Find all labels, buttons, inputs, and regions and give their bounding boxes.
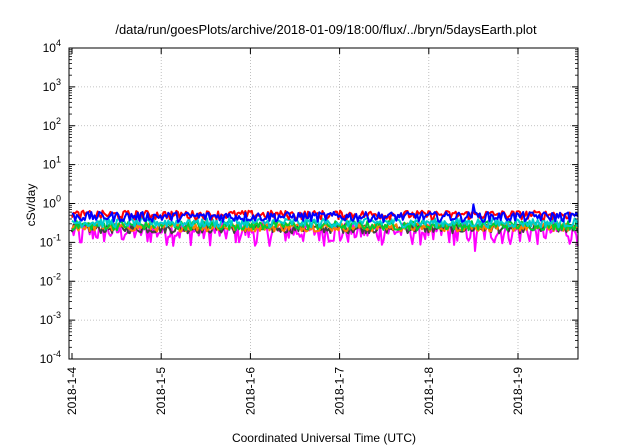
- x-tick-label: 2018-1-5: [154, 367, 168, 415]
- y-tick-label: 101: [43, 155, 61, 172]
- y-tick-label: 10-2: [40, 271, 61, 288]
- series-group: [71, 203, 579, 252]
- y-ticks: 10-4 10-3 10-2 10-1 100 101 102 103 104: [40, 38, 578, 366]
- y-tick-label: 102: [43, 116, 61, 133]
- y-tick-label: 10-4: [40, 349, 61, 366]
- x-axis-label: Coordinated Universal Time (UTC): [232, 431, 416, 445]
- grid: [69, 48, 578, 359]
- y-tick-label: 10-3: [40, 310, 61, 327]
- x-ticks: 2018-1-4 2018-1-5 2018-1-6 2018-1-7 2018-1-8…: [65, 48, 525, 415]
- x-tick-label: 2018-1-9: [511, 367, 525, 415]
- y-axis-label: cSv/day: [24, 184, 38, 227]
- series-line: [71, 203, 579, 223]
- y-tick-label: 104: [43, 38, 61, 55]
- y-tick-label: 103: [43, 77, 61, 94]
- chart-title: /data/run/goesPlots/archive/2018-01-09/1…: [115, 22, 537, 37]
- y-tick-label: 100: [43, 194, 61, 211]
- x-tick-label: 2018-1-6: [243, 367, 257, 415]
- y-tick-label: 10-1: [40, 232, 61, 249]
- x-tick-label: 2018-1-7: [333, 367, 347, 415]
- x-tick-label: 2018-1-4: [65, 367, 79, 415]
- x-tick-label: 2018-1-8: [422, 367, 436, 415]
